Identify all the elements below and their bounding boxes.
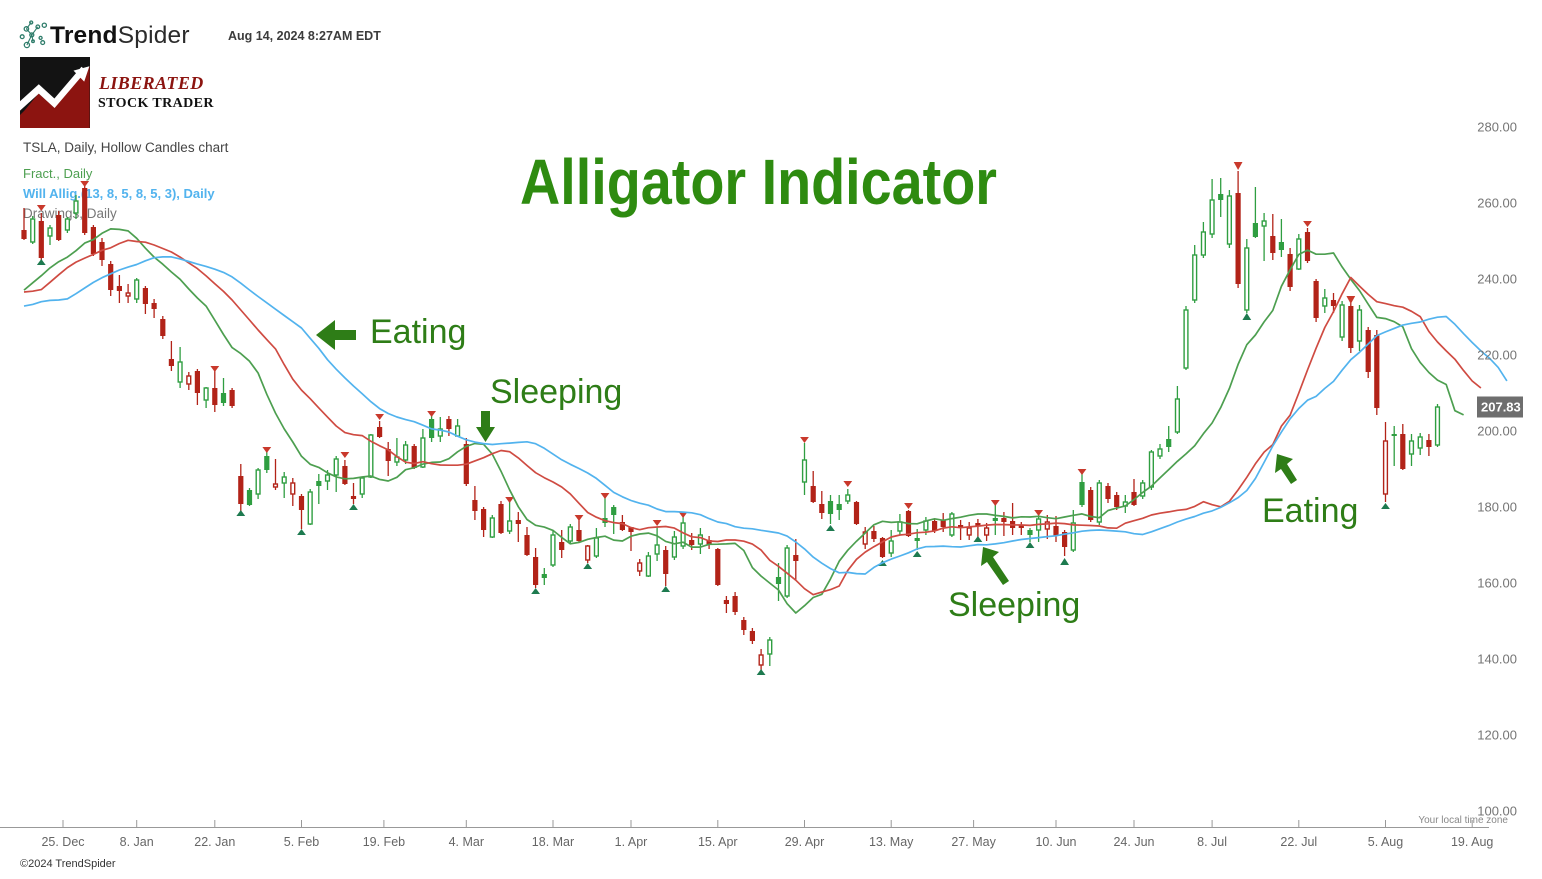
svg-text:5. Feb: 5. Feb: [284, 835, 319, 849]
svg-text:15. Apr: 15. Apr: [698, 835, 738, 849]
svg-text:200.00: 200.00: [1477, 424, 1517, 439]
svg-text:160.00: 160.00: [1477, 576, 1517, 591]
svg-text:22. Jul: 22. Jul: [1280, 835, 1317, 849]
svg-text:Aug 14, 2024 8:27AM EDT: Aug 14, 2024 8:27AM EDT: [228, 29, 381, 43]
svg-text:Will Allig.(13, 8, 5, 8, 5, 3): Will Allig.(13, 8, 5, 8, 5, 3), Daily: [23, 186, 215, 201]
svg-text:1. Apr: 1. Apr: [615, 835, 648, 849]
svg-text:4. Mar: 4. Mar: [449, 835, 484, 849]
svg-text:13. May: 13. May: [869, 835, 914, 849]
svg-text:Sleeping: Sleeping: [948, 586, 1080, 624]
svg-text:8. Jul: 8. Jul: [1197, 835, 1227, 849]
svg-text:TSLA, Daily, Hollow Candles ch: TSLA, Daily, Hollow Candles chart: [23, 140, 229, 155]
svg-text:5. Aug: 5. Aug: [1368, 835, 1403, 849]
svg-text:180.00: 180.00: [1477, 500, 1517, 515]
svg-text:280.00: 280.00: [1477, 120, 1517, 135]
svg-text:Fract., Daily: Fract., Daily: [23, 166, 93, 181]
svg-text:Eating: Eating: [1262, 492, 1358, 530]
svg-text:©2024 TrendSpider: ©2024 TrendSpider: [20, 858, 116, 870]
svg-text:Drawings, Daily: Drawings, Daily: [23, 206, 117, 221]
svg-text:Eating: Eating: [370, 313, 466, 351]
svg-text:Alligator Indicator: Alligator Indicator: [520, 146, 997, 218]
svg-text:8. Jan: 8. Jan: [120, 835, 154, 849]
svg-text:10. Jun: 10. Jun: [1035, 835, 1076, 849]
svg-text:Sleeping: Sleeping: [490, 373, 622, 411]
svg-text:207.83: 207.83: [1481, 400, 1521, 415]
svg-text:24. Jun: 24. Jun: [1113, 835, 1154, 849]
svg-text:120.00: 120.00: [1477, 728, 1517, 743]
svg-text:25. Dec: 25. Dec: [41, 835, 84, 849]
svg-text:LIBERATED: LIBERATED: [98, 73, 204, 93]
svg-text:18. Mar: 18. Mar: [532, 835, 574, 849]
svg-text:27. May: 27. May: [951, 835, 996, 849]
svg-text:22. Jan: 22. Jan: [194, 835, 235, 849]
svg-text:100.00: 100.00: [1477, 804, 1517, 819]
svg-text:220.00: 220.00: [1477, 348, 1517, 363]
svg-text:STOCK TRADER: STOCK TRADER: [98, 96, 214, 111]
svg-text:TrendSpider: TrendSpider: [50, 22, 190, 49]
svg-text:19. Feb: 19. Feb: [363, 835, 405, 849]
svg-text:Your local time zone: Your local time zone: [1418, 815, 1508, 826]
svg-text:140.00: 140.00: [1477, 652, 1517, 667]
svg-text:240.00: 240.00: [1477, 272, 1517, 287]
svg-text:260.00: 260.00: [1477, 196, 1517, 211]
svg-text:19. Aug: 19. Aug: [1451, 835, 1493, 849]
svg-text:29. Apr: 29. Apr: [785, 835, 825, 849]
